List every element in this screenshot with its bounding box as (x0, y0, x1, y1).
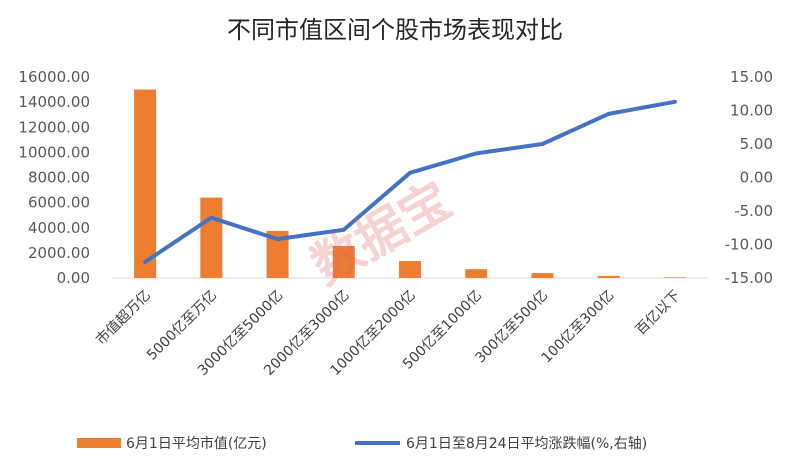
line-point-3 (342, 228, 346, 232)
line-point-6 (540, 142, 544, 146)
legend-line-label: 6月1日至8月24日平均涨跌幅(%,右轴) (406, 436, 647, 452)
right-tick-label: 10.00 (730, 102, 773, 120)
bar-series (134, 89, 686, 278)
left-tick-label: 8000.00 (28, 169, 90, 187)
line-point-7 (607, 112, 611, 116)
bar-7 (597, 275, 620, 278)
legend: 6月1日平均市值(亿元) 6月1日至8月24日平均涨跌幅(%,右轴) (77, 435, 647, 452)
line-point-2 (276, 237, 280, 241)
left-tick-label: 10000.00 (18, 143, 90, 161)
right-tick-label: -10.00 (725, 236, 773, 254)
bar-4 (399, 261, 421, 278)
right-tick-label: -15.00 (725, 269, 773, 287)
right-tick-label: 0.00 (740, 169, 773, 187)
bar-5 (465, 269, 488, 278)
line-point-4 (408, 171, 412, 175)
line-point-1 (209, 216, 213, 220)
category-label: 百亿以下 (633, 288, 684, 339)
category-label: 5000亿至万亿 (144, 288, 220, 364)
bar-3 (332, 245, 355, 278)
category-labels: 市值超万亿5000亿至万亿3000亿至5000亿2000亿至3000亿1000亿… (92, 287, 683, 379)
bar-1 (200, 197, 223, 278)
bar-0 (134, 89, 157, 278)
left-tick-label: 4000.00 (28, 219, 90, 237)
left-tick-label: 16000.00 (18, 68, 90, 86)
legend-bar-label: 6月1日平均市值(亿元) (126, 435, 267, 452)
right-axis-ticks: -15.00 -10.00 -5.00 0.00 5.00 10.00 15.00 (725, 68, 773, 287)
left-tick-label: 2000.00 (28, 244, 90, 262)
line-point-8 (673, 100, 677, 104)
bar-6 (531, 273, 554, 278)
line-point-5 (474, 151, 478, 155)
left-tick-label: 6000.00 (28, 194, 90, 212)
right-tick-label: 5.00 (740, 135, 773, 153)
left-tick-label: 12000.00 (18, 118, 90, 136)
chart-title: 不同市值区间个股市场表现对比 (227, 16, 563, 44)
left-tick-label: 0.00 (57, 269, 90, 287)
bar-8 (663, 277, 686, 278)
left-axis-ticks: 0.00 2000.00 4000.00 6000.00 8000.00 10000.00… (18, 68, 90, 287)
bar-2 (266, 230, 289, 278)
right-tick-label: 15.00 (730, 68, 773, 86)
watermark: 数据宝 (302, 171, 461, 296)
line-point-0 (143, 260, 147, 264)
left-tick-label: 14000.00 (18, 93, 90, 111)
legend-bar-swatch (77, 438, 121, 448)
line-series (143, 99, 677, 264)
category-label: 市值超万亿 (92, 287, 154, 349)
right-tick-label: -5.00 (734, 202, 773, 220)
